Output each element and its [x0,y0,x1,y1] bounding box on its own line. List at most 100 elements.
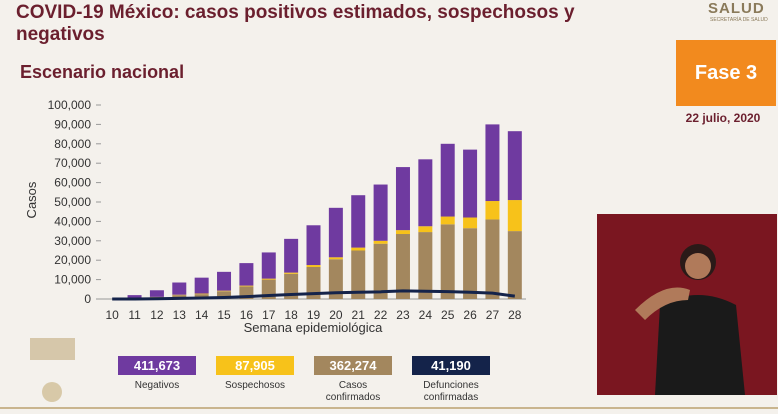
y-tick-label: 10,000 [54,273,91,287]
bar-segment [351,250,366,299]
bar-segment [284,273,299,299]
legend-item: 87,905 Sospechosos [216,356,294,392]
title: COVID-19 México: casos positivos estimad… [16,2,575,45]
bar-segment [261,252,276,279]
legend-total: 87,905 [216,356,294,375]
bar-segment [463,217,478,229]
legend-total: 41,190 [412,356,490,375]
y-tick-label: 0 [84,292,91,306]
x-tick-label: 10 [106,308,120,322]
date: 22 julio, 2020 [685,111,761,125]
bar-segment [328,207,343,258]
phase-badge: Fase 3 [676,40,776,106]
bar-segment [395,230,410,235]
x-tick-label: 12 [150,308,164,322]
bar-segment [373,240,388,244]
bar-segment [463,149,478,218]
legend-item: 41,190 Defunciones confirmadas [412,356,490,404]
x-tick-label: 17 [262,308,276,322]
interpreter-face [685,253,711,279]
x-tick-label: 18 [284,308,298,322]
bar-segment [440,143,455,217]
bar-segment [440,224,455,299]
x-tick-label: 20 [329,308,343,322]
bar-segment [463,228,478,299]
bar-segment [239,263,254,286]
x-tick-label: 14 [195,308,209,322]
x-tick-label: 16 [240,308,254,322]
bar-segment [373,243,388,299]
bar-segment [507,200,522,232]
x-tick-label: 25 [441,308,455,322]
bar-segment [194,293,209,295]
legend-label: Sospechosos [224,380,286,391]
bar-segment [373,184,388,241]
bar-segment [127,295,142,299]
x-tick-label: 11 [128,308,141,322]
bar-segment [328,259,343,299]
bar-segment [395,234,410,299]
y-tick-label: 60,000 [54,176,91,190]
x-tick-label: 26 [463,308,477,322]
x-tick-label: 13 [173,308,187,322]
bar-segment [306,265,321,267]
footer-logo [30,338,75,360]
bar-segment [328,257,343,260]
y-tick-label: 50,000 [54,195,91,209]
x-tick-label: 23 [396,308,410,322]
bar-segment [284,238,299,273]
subtitle: Escenario nacional [20,62,185,82]
y-tick-label: 100,000 [48,98,92,112]
x-tick-label: 21 [352,308,366,322]
y-tick-label: 90,000 [54,117,91,131]
bar-segment [395,167,410,231]
deaths-line [112,289,516,301]
y-axis-label: Casos [24,181,39,218]
bar-segment [418,159,433,227]
x-tick-label: 22 [374,308,388,322]
x-tick-label: 28 [508,308,522,322]
bar-segment [217,291,232,299]
bar-segment [261,278,276,280]
logo: SALUD [708,0,765,17]
x-tick-label: 24 [419,308,433,322]
bar-segment [172,282,187,295]
legend-label: Defunciones confirmadas [423,380,479,403]
legend-item: 362,274 Casos confirmados [314,356,392,404]
legend-label: Negativos [134,380,180,391]
x-tick-label: 15 [217,308,231,322]
bar-segment [306,266,321,299]
interpreter-body [655,295,745,395]
bar-segment [351,195,366,248]
bar-segment [351,247,366,251]
y-tick-label: 40,000 [54,214,91,228]
footer-seal [42,382,62,402]
bar-segment [418,226,433,233]
y-tick-label: 20,000 [54,253,91,267]
bar-segment [217,271,232,291]
interpreter-arm [635,287,690,320]
bar-segment [507,131,522,201]
bar-segment [485,201,500,220]
x-tick-label: 19 [307,308,321,322]
legend-total: 362,274 [314,356,392,375]
legend-label: Casos confirmados [325,380,381,403]
bar-segment [507,231,522,299]
bar-segment [306,225,321,266]
y-tick-label: 30,000 [54,234,91,248]
bar-segment [217,290,232,292]
bar-segment [239,285,254,287]
bar-segment [440,216,455,225]
bar-segment [194,277,209,294]
y-tick-label: 80,000 [54,137,91,151]
bar-segment [485,219,500,299]
y-tick-label: 70,000 [54,156,91,170]
bar-segment [149,290,164,297]
legend-total: 411,673 [118,356,196,375]
bar-segment [485,124,500,202]
x-axis-label: Semana epidemiológica [244,320,384,335]
bar-segment [418,232,433,299]
